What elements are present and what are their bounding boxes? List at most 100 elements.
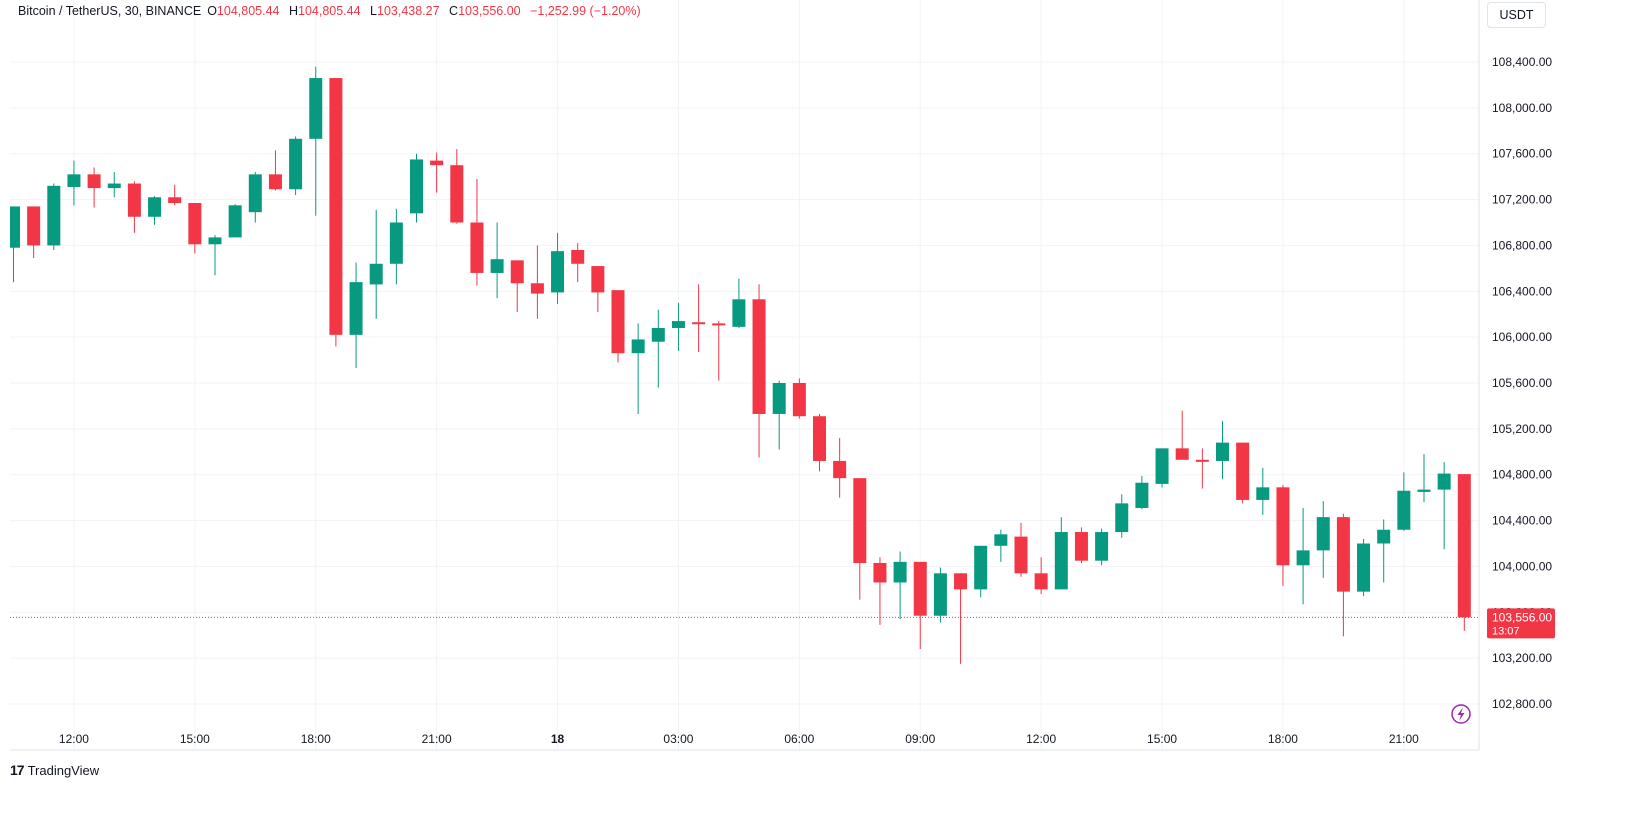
- price-tick-label: 103,200.00: [1492, 651, 1552, 665]
- tradingview-wordmark: TradingView: [27, 762, 100, 778]
- symbol-name[interactable]: Bitcoin / TetherUS, 30, BINANCE: [18, 4, 202, 18]
- candle-body: [591, 266, 605, 293]
- candle: [47, 183, 61, 251]
- candle-body: [1135, 482, 1149, 508]
- price-tick-label: 104,400.00: [1492, 514, 1552, 528]
- candle: [530, 245, 544, 319]
- candle-body: [913, 561, 927, 616]
- bar-countdown: 13:07: [1492, 625, 1520, 637]
- candle: [1074, 527, 1088, 563]
- high-label: H: [288, 4, 298, 18]
- grid-lines: [10, 0, 1479, 750]
- candle-body: [289, 138, 303, 190]
- candle-body: [1296, 550, 1310, 566]
- candle-body: [551, 251, 565, 293]
- candle: [248, 172, 262, 223]
- candle: [631, 323, 645, 414]
- candle-body: [530, 283, 544, 294]
- candle-body: [127, 183, 141, 217]
- candle: [27, 206, 41, 259]
- candle: [268, 150, 282, 191]
- candle-body: [1397, 490, 1411, 530]
- tradingview-logo[interactable]: 17 TradingView: [10, 762, 99, 778]
- candle: [329, 78, 343, 347]
- candle-body: [1357, 543, 1371, 592]
- candle: [611, 290, 625, 363]
- time-tick-label: 03:00: [663, 732, 693, 746]
- candle: [148, 196, 162, 225]
- candle-body: [571, 250, 585, 264]
- price-tick-label: 108,000.00: [1492, 101, 1552, 115]
- candle-body: [510, 260, 524, 284]
- candle-body: [1216, 442, 1229, 461]
- candle-body: [1095, 532, 1109, 561]
- candle: [893, 551, 907, 620]
- candle: [1316, 501, 1330, 578]
- price-tick-label: 107,200.00: [1492, 193, 1552, 207]
- candle-body: [1336, 517, 1350, 592]
- time-tick-label: 21:00: [1389, 732, 1419, 746]
- candle-body: [772, 383, 786, 414]
- candle-body: [1256, 487, 1270, 500]
- candle-body: [208, 237, 222, 245]
- time-tick-label: 09:00: [905, 732, 935, 746]
- candle-body: [1175, 448, 1189, 460]
- candle: [1095, 528, 1109, 566]
- candle-body: [1054, 532, 1068, 590]
- candle: [994, 529, 1008, 562]
- time-tick-label: 06:00: [784, 732, 814, 746]
- candle-body: [853, 478, 867, 563]
- candle: [772, 380, 786, 450]
- candle: [1175, 410, 1189, 460]
- time-axis[interactable]: 12:00 15:00 18:00 21:00 18 03:00 06:00 09:00 12:…: [59, 732, 1419, 746]
- symbol-legend: Bitcoin / TetherUS, 30, BINANCE O104,805…: [18, 4, 647, 18]
- candle-body: [1155, 448, 1169, 484]
- candle: [954, 573, 968, 664]
- candle: [974, 545, 988, 598]
- low-label: L: [370, 4, 377, 18]
- candle: [1377, 519, 1391, 583]
- candle: [712, 321, 726, 381]
- candle-body: [994, 534, 1008, 546]
- candle-body: [752, 299, 766, 414]
- candle: [1336, 513, 1350, 637]
- candle-body: [813, 416, 826, 461]
- candle-body: [1074, 532, 1088, 561]
- candle: [692, 284, 706, 353]
- candle: [651, 309, 665, 388]
- candle: [289, 136, 303, 195]
- candle-body: [107, 183, 121, 189]
- candle-body: [87, 174, 101, 189]
- candle-body: [1437, 473, 1451, 490]
- price-tick-label: 102,800.00: [1492, 697, 1552, 711]
- candle-body: [148, 197, 162, 217]
- candle: [208, 235, 222, 276]
- candle-body: [27, 206, 41, 246]
- currency-button[interactable]: USDT: [1487, 2, 1546, 28]
- candle: [1115, 494, 1129, 538]
- candle-body: [10, 206, 20, 248]
- low-value: 103,438.27: [377, 4, 440, 18]
- candle: [873, 557, 887, 625]
- candle: [107, 172, 121, 198]
- candle: [1155, 448, 1169, 488]
- candle: [933, 567, 947, 623]
- lightning-icon[interactable]: [1451, 704, 1471, 724]
- candle-body: [309, 78, 323, 139]
- candle: [1135, 475, 1149, 510]
- candle-body: [1195, 459, 1209, 462]
- price-tick-label: 108,400.00: [1492, 55, 1552, 69]
- price-axis[interactable]: 102,800.00103,200.00103,600.00104,000.00…: [1492, 55, 1552, 711]
- candle-body: [1316, 517, 1330, 551]
- candle: [1357, 538, 1371, 597]
- change-value: −1,252.99 (−1.20%): [530, 4, 641, 18]
- candle-body: [792, 383, 806, 417]
- candle-body: [1276, 487, 1290, 566]
- open-value: 104,805.44: [216, 4, 280, 18]
- candle-body: [188, 203, 202, 245]
- candle-body: [974, 545, 988, 590]
- candle-body: [873, 562, 887, 583]
- last-price-badge: [1487, 608, 1555, 639]
